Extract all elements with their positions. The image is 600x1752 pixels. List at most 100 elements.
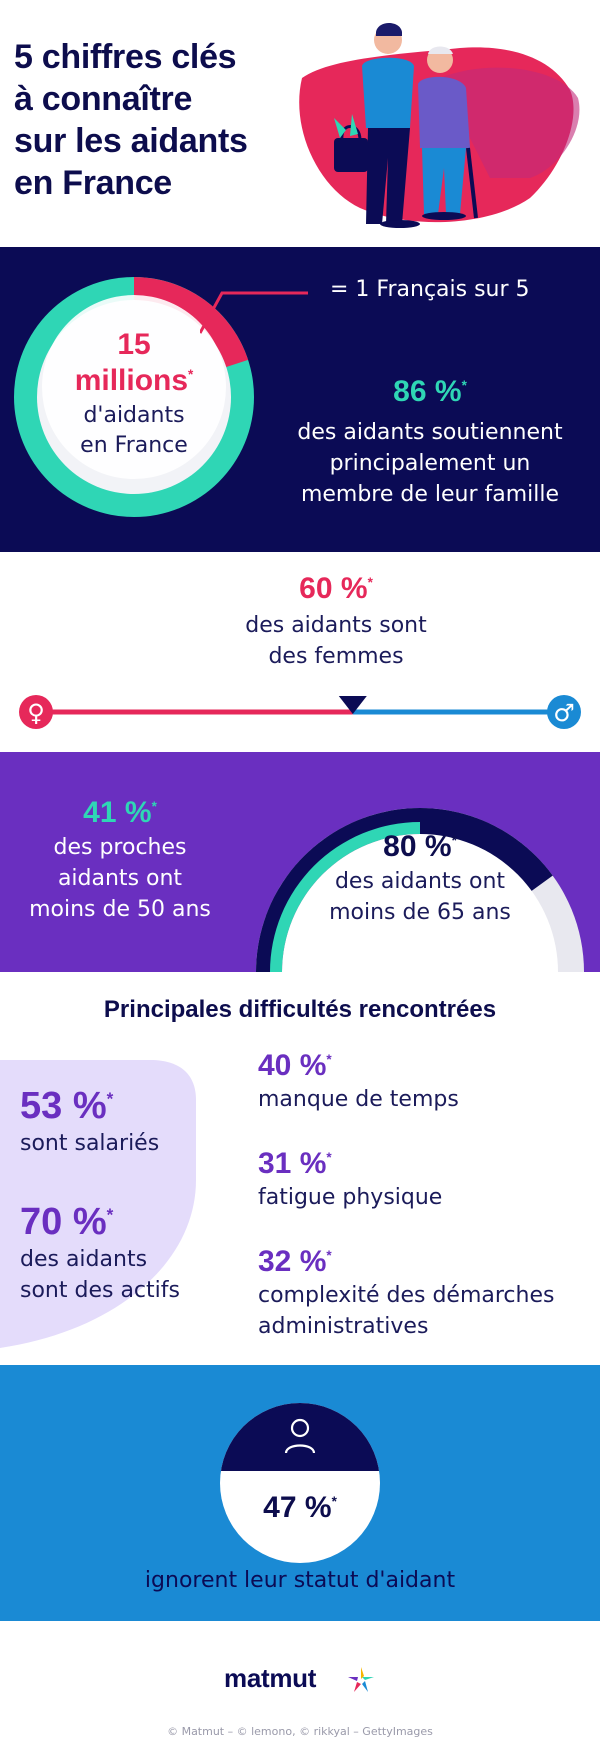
femmes-value: 60 %* — [0, 572, 600, 606]
age50-number: 41 % — [83, 796, 152, 829]
title-line-3: sur les aidants — [14, 122, 248, 160]
age50-desc-line-1: des proches — [53, 835, 187, 860]
header-section: 5 chiffres clés à connaître sur les aida… — [0, 0, 600, 247]
actifs-desc-line-2: sont des actifs — [20, 1278, 180, 1303]
statut-number: 47 % — [263, 1491, 332, 1524]
famille-desc-line-2: principalement un — [329, 451, 531, 476]
donut-chart — [14, 277, 254, 517]
aidants-unit: millions — [74, 364, 189, 397]
age50-desc-line-2: aidants ont — [57, 866, 183, 891]
fatigue-desc: fatigue physique — [258, 1185, 443, 1210]
aidants-number: 15 — [117, 328, 151, 361]
gauge-inner — [282, 834, 558, 972]
demarches-number: 32 % — [258, 1245, 327, 1278]
age65-stat: 80 %* des aidants ont moins de 65 ans — [300, 830, 540, 928]
bag-leaves — [334, 114, 358, 138]
asterisk: * — [188, 367, 194, 382]
elderly-man-hair — [428, 46, 453, 54]
demarches-desc-line-1: complexité des démarches — [258, 1283, 555, 1308]
male-circle — [547, 695, 581, 729]
title-line-1: 5 chiffres clés — [14, 38, 237, 76]
aidants-desc: d'aidants en France — [14, 401, 254, 461]
aidants-unit-line: millions* — [14, 363, 254, 399]
age65-number: 80 % — [383, 830, 452, 863]
difficultes-section: Principales difficultés rencontrées 53 %… — [0, 972, 600, 1365]
photo-credit: © Matmut – © lemono, © rikkyal – GettyIm… — [167, 1725, 433, 1738]
famille-desc-line-1: des aidants soutiennent — [297, 420, 563, 445]
age-section: 41 %* des proches aidants ont moins de 5… — [0, 752, 600, 972]
matmut-star-icon — [348, 1667, 374, 1692]
age65-desc-line-1: des aidants ont — [334, 869, 506, 894]
aidants-desc-line-1: d'aidants — [83, 403, 185, 428]
page-title: 5 chiffres clés à connaître sur les aida… — [14, 36, 304, 204]
young-man-shirt — [362, 57, 414, 128]
matmut-logo: matmut — [224, 1663, 317, 1693]
donut-inner-highlight — [42, 295, 226, 479]
age65-desc-line-2: moins de 65 ans — [329, 900, 511, 925]
gauge-accent — [270, 822, 420, 972]
actifs-desc: des aidants sont des actifs — [20, 1244, 180, 1306]
difficultes-title: Principales difficultés rencontrées — [103, 996, 497, 1023]
age50-desc: des proches aidants ont moins de 50 ans — [10, 832, 230, 925]
elderly-man-jacket — [418, 76, 470, 148]
femmes-desc-line-1: des aidants sont — [245, 613, 427, 638]
young-man-hair — [376, 23, 402, 36]
temps-value: 40 %* — [258, 1048, 598, 1084]
fatigue-value: 31 %* — [258, 1146, 598, 1182]
young-man-trousers — [366, 128, 410, 224]
shoes-elderly — [422, 212, 466, 220]
user-icon — [284, 1418, 316, 1454]
male-symbol-icon: ♂ — [553, 699, 575, 727]
actifs-value: 70 %* — [20, 1200, 180, 1244]
salaries-number: 53 % — [20, 1085, 107, 1127]
demarches-value: 32 %* — [258, 1244, 598, 1280]
cape-shape — [440, 67, 580, 178]
fatigue-number: 31 % — [258, 1147, 327, 1180]
age50-stat: 41 %* des proches aidants ont moins de 5… — [10, 796, 230, 925]
age65-desc: des aidants ont moins de 65 ans — [300, 866, 540, 928]
footer-section: matmut © Matmut – © lemono, © rikkyal – … — [0, 1621, 600, 1752]
asterisk: * — [367, 575, 373, 590]
age50-desc-line-3: moins de 50 ans — [29, 897, 211, 922]
aidants-desc-line-2: en France — [80, 433, 188, 458]
asterisk: * — [151, 799, 157, 814]
femmes-desc: des aidants sont des femmes — [0, 610, 600, 672]
elderly-man-trousers — [422, 148, 466, 214]
female-circle — [19, 695, 53, 729]
asterisk: * — [451, 833, 457, 848]
employment-stat-salaries: 53 %* sont salariés — [20, 1084, 159, 1159]
age50-value: 41 %* — [10, 796, 230, 830]
femmes-section: 60 %* des aidants sont des femmes ♀ ♂ — [0, 552, 600, 752]
shoes-young — [380, 220, 420, 228]
asterisk: * — [331, 1494, 337, 1509]
famille-stat: 86 %* des aidants soutiennent principale… — [270, 375, 590, 510]
asterisk: * — [326, 1248, 332, 1263]
split-marker — [338, 696, 367, 714]
famille-desc: des aidants soutiennent principalement u… — [270, 417, 590, 510]
statut-value: 47 %* — [220, 1491, 380, 1525]
aidants-section: = 1 Français sur 5 15 millions* d'aidant… — [0, 247, 600, 552]
temps-desc: manque de temps — [258, 1087, 459, 1112]
famille-number: 86 % — [393, 375, 462, 408]
gender-bar: ♀ ♂ — [19, 695, 581, 729]
difficulty-demarches: 32 %* complexité des démarches administr… — [258, 1244, 598, 1342]
aidants-value: 15 — [14, 327, 254, 363]
temps-number: 40 % — [258, 1049, 327, 1082]
bag-handle — [340, 125, 362, 141]
difficulty-temps: 40 %* manque de temps — [258, 1048, 598, 1115]
female-symbol-icon: ♀ — [27, 699, 45, 727]
walking-cane — [466, 147, 478, 219]
salaries-value: 53 %* — [20, 1084, 159, 1128]
title-line-2: à connaître — [14, 80, 193, 118]
statut-section: 47 %* ignorent leur statut d'aidant — [0, 1365, 600, 1621]
donut-label: 15 millions* d'aidants en France — [14, 327, 254, 461]
femmes-number: 60 % — [299, 572, 368, 605]
famille-value: 86 %* — [270, 375, 590, 409]
title-line-4: en France — [14, 164, 172, 202]
caregivers-illustration — [299, 23, 580, 228]
asterisk: * — [461, 378, 467, 393]
employment-stat-actifs: 70 %* des aidants sont des actifs — [20, 1200, 180, 1306]
statut-circle: 47 %* — [220, 1403, 380, 1563]
ratio-connector-line — [200, 291, 308, 334]
demarches-desc: complexité des démarches administratives — [258, 1280, 598, 1342]
